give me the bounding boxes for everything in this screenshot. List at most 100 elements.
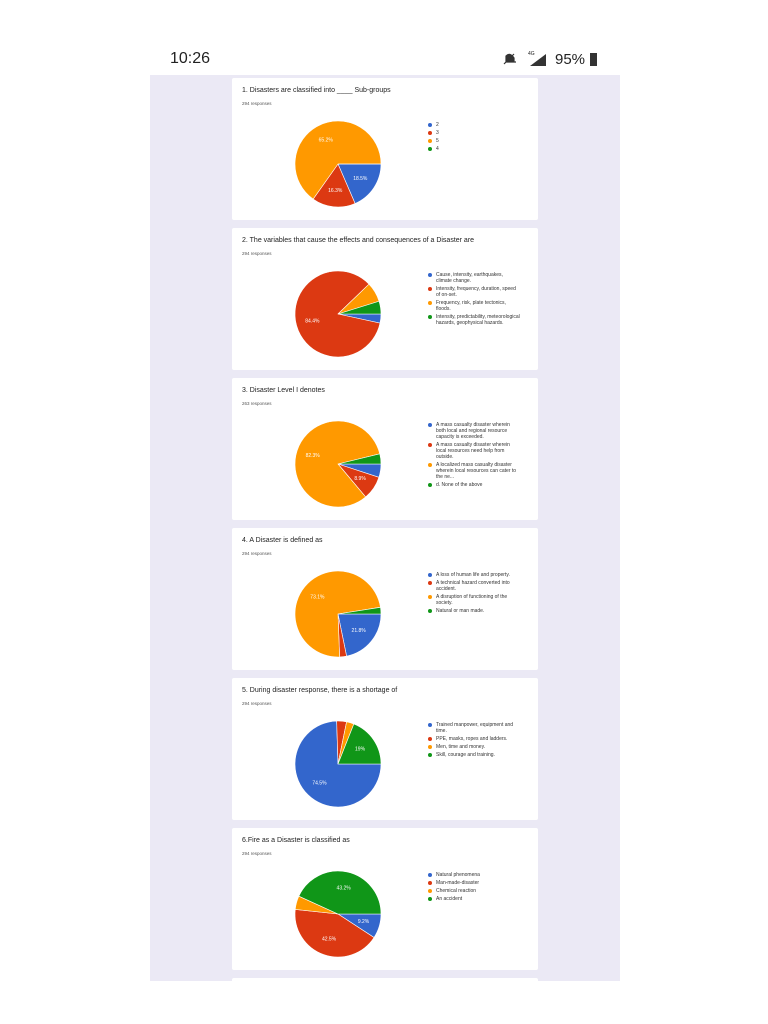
pie-slice <box>337 300 382 315</box>
legend-label: Trained manpower, equipment and time. <box>436 722 514 734</box>
legend-item: A loss of human life and property. <box>428 572 520 578</box>
legend-label: Natural phenomena <box>436 872 480 878</box>
legend-label: A localized mass casualty disaster where… <box>436 462 517 480</box>
legend-item: 2 <box>428 122 520 128</box>
pie-chart: 74.5% 19% <box>294 720 382 808</box>
legend-item: d. None of the above <box>428 482 520 488</box>
legend-swatch <box>428 287 432 291</box>
slice-label: 9.2% <box>358 919 370 925</box>
network: 4G <box>528 51 535 57</box>
legend-swatch <box>428 897 432 901</box>
legend: A mass casualty disaster wherein both lo… <box>428 422 520 490</box>
pie-slice <box>294 270 381 358</box>
legend-item: Cause, intensity, earthquakes, climate c… <box>428 272 520 284</box>
slice-label: 16.3% <box>328 188 343 194</box>
legend-item: 4 <box>428 146 520 152</box>
legend-label: Man-made-disaster <box>436 880 480 886</box>
legend-swatch <box>428 139 432 143</box>
slice-label: 19% <box>355 746 366 752</box>
legend-swatch <box>428 745 432 749</box>
pie-chart: 18.5% 16.3% 65.2% <box>294 120 382 208</box>
legend-label: Intensity, frequency, duration, speed of… <box>436 286 516 298</box>
response-card: 18.5% 16.3% 65.2% 2 3 5 4 1. Disasters are clas… <box>232 78 538 220</box>
response-card: 84.4% Cause, intensity, earthquakes, clim… <box>232 228 538 370</box>
legend-label: d. None of the above <box>436 482 483 488</box>
legend-item: A mass casualty disaster wherein both lo… <box>428 422 520 440</box>
response-card: 74.5% 19% Trained manpower, equipment and … <box>232 678 538 820</box>
legend-swatch <box>428 315 432 319</box>
legend-label: Men, time and money. <box>436 744 486 750</box>
legend-item: An accident <box>428 896 520 902</box>
legend-item: Trained manpower, equipment and time. <box>428 722 520 734</box>
slice-label: 42.5% <box>322 936 337 942</box>
legend-label: Skill, courage and training. <box>436 752 495 758</box>
slice-label: 43.2% <box>337 885 352 891</box>
legend-label: 5 <box>436 138 439 144</box>
legend-label: Chemical reaction <box>436 888 477 894</box>
legend-swatch <box>428 123 432 127</box>
legend-swatch <box>428 463 432 467</box>
question-title: 3. Disaster Level I denotes <box>242 387 325 394</box>
pie-slice <box>337 453 382 465</box>
legend-item: PPE, masks, ropes and ladders. <box>428 736 520 742</box>
legend-swatch <box>428 609 432 613</box>
legend-item: A mass casualty disaster wherein local r… <box>428 442 520 460</box>
card-partial <box>232 978 538 988</box>
legend-item: Intensity, predictability, meteorologica… <box>428 314 520 326</box>
legend-label: A mass casualty disaster wherein both lo… <box>436 422 510 440</box>
legend-item: 5 <box>428 138 520 144</box>
legend-swatch <box>428 147 432 151</box>
response-count: 294 responses <box>242 701 272 706</box>
question-title: 4. A Disaster is defined as <box>242 537 323 544</box>
legend-item: Men, time and money. <box>428 744 520 750</box>
legend-item: Man-made-disaster <box>428 880 520 886</box>
legend-label: 2 <box>436 122 439 128</box>
legend-label: A technical hazard converted into accide… <box>436 580 510 592</box>
legend-label: Intensity, predictability, meteorologica… <box>436 314 520 326</box>
legend-label: 3 <box>436 130 439 136</box>
legend-swatch <box>428 483 432 487</box>
legend-label: PPE, masks, ropes and ladders. <box>436 736 508 742</box>
legend-swatch <box>428 881 432 885</box>
response-count: 263 responses <box>242 401 272 406</box>
legend: Cause, intensity, earthquakes, climate c… <box>428 272 520 328</box>
status-icons <box>503 53 597 66</box>
question-title: 1. Disasters are classified into ____ Su… <box>242 87 391 94</box>
pie-slice <box>294 420 381 508</box>
legend-item: Natural or man made. <box>428 608 520 614</box>
legend-item: 3 <box>428 130 520 136</box>
legend: 2 3 5 4 <box>428 122 520 154</box>
pie-chart: 84.4% <box>294 270 382 358</box>
pie-slice <box>294 720 382 808</box>
slice-label: 73.1% <box>310 594 325 600</box>
legend-swatch <box>428 723 432 727</box>
question-title: 5. During disaster response, there is a … <box>242 687 398 694</box>
response-card: 21.8% 73.1% A loss of human life and prope… <box>232 528 538 670</box>
response-count: 294 responses <box>242 251 272 256</box>
legend-label: A mass casualty disaster wherein local r… <box>436 442 510 460</box>
legend-label: Frequency, risk, plate tectonics, floods… <box>436 300 506 312</box>
legend: Natural phenomena Man-made-disaster Chemic… <box>428 872 520 904</box>
legend-label: An accident <box>436 896 463 902</box>
pie-slice <box>337 163 382 204</box>
question-title: 2. The variables that cause the effects … <box>242 237 475 244</box>
legend-label: A disruption of functioning of the socie… <box>436 594 508 606</box>
pie-chart: 9.2% 42.5% 43.2% <box>294 870 382 958</box>
slice-label: 21.8% <box>352 628 367 634</box>
legend-item: A disruption of functioning of the socie… <box>428 594 520 606</box>
legend-item: A technical hazard converted into accide… <box>428 580 520 592</box>
legend-label: 4 <box>436 146 439 152</box>
response-card: 9.2% 42.5% 43.2% Natural phenomena Man-made-… <box>232 828 538 970</box>
clock: 10:26 <box>170 50 211 67</box>
legend-swatch <box>428 737 432 741</box>
legend-item: Intensity, frequency, duration, speed of… <box>428 286 520 298</box>
legend-swatch <box>428 443 432 447</box>
slice-label: 82.3% <box>306 453 321 459</box>
legend-swatch <box>428 581 432 585</box>
legend-swatch <box>428 889 432 893</box>
legend-item: Frequency, risk, plate tectonics, floods… <box>428 300 520 312</box>
legend-swatch <box>428 273 432 277</box>
response-card: 8.9% 82.3% A mass casualty disaster wherei… <box>232 378 538 520</box>
legend: A loss of human life and property. A tech… <box>428 572 520 616</box>
